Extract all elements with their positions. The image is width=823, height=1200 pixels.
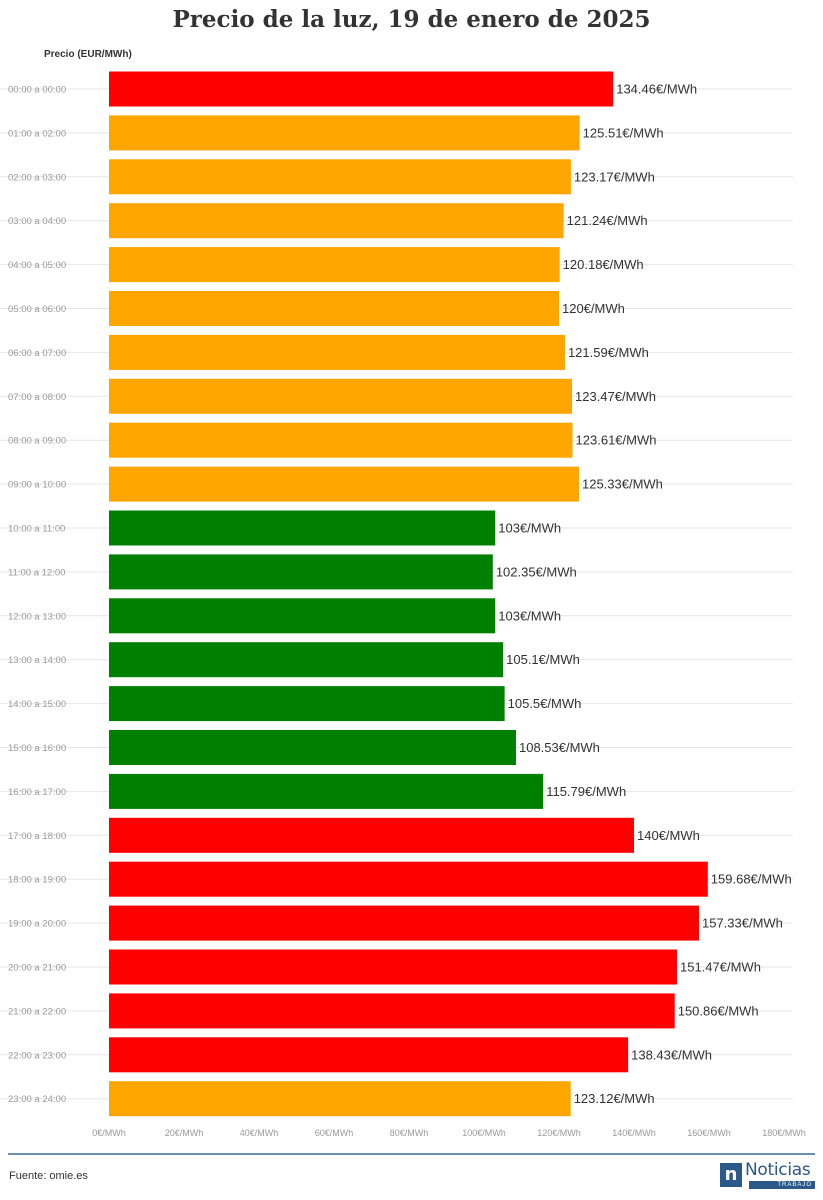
logo-mark-icon: n <box>720 1163 742 1187</box>
data-label: 123.12€/MWh <box>574 1091 655 1106</box>
bar <box>109 1081 571 1117</box>
category-label: 22:00 a 23:00 <box>8 1050 66 1061</box>
category-label: 19:00 a 20:00 <box>8 919 66 930</box>
x-tick-label: 180€/MWh <box>762 1128 806 1138</box>
x-tick-label: 100€/MWh <box>462 1128 506 1138</box>
data-label: 123.17€/MWh <box>574 169 655 184</box>
data-label: 121.24€/MWh <box>567 213 648 228</box>
bar <box>109 1037 629 1073</box>
category-label: 06:00 a 07:00 <box>8 348 66 359</box>
data-label: 102.35€/MWh <box>496 564 577 579</box>
data-label: 103€/MWh <box>498 608 561 623</box>
category-label: 14:00 a 15:00 <box>8 699 66 710</box>
bar <box>109 291 559 326</box>
source-note: Fuente: omie.es <box>9 1170 88 1182</box>
data-label: 140€/MWh <box>637 828 700 843</box>
data-label: 157.33€/MWh <box>702 916 783 931</box>
data-label: 134.46€/MWh <box>616 82 697 97</box>
category-label: 04:00 a 05:00 <box>8 260 66 271</box>
footer-divider <box>8 1153 815 1155</box>
data-label: 105.5€/MWh <box>508 696 582 711</box>
data-label: 121.59€/MWh <box>568 345 649 360</box>
category-label: 08:00 a 09:00 <box>8 436 66 447</box>
x-tick-label: 160€/MWh <box>687 1128 731 1138</box>
category-label: 18:00 a 19:00 <box>8 875 66 886</box>
chart-title: Precio de la luz, 19 de enero de 2025 <box>172 6 651 33</box>
category-label: 01:00 a 02:00 <box>8 128 66 139</box>
data-label: 103€/MWh <box>498 521 561 536</box>
data-label: 150.86€/MWh <box>678 1003 759 1018</box>
category-label: 11:00 a 12:00 <box>8 567 65 578</box>
data-label: 115.79€/MWh <box>546 784 626 799</box>
logo-name: Noticias <box>745 1160 811 1180</box>
x-tick-label: 60€/MWh <box>315 1128 354 1138</box>
bar <box>109 642 504 678</box>
bar <box>109 730 516 765</box>
data-label: 138.43€/MWh <box>631 1047 712 1062</box>
category-label: 10:00 a 11:00 <box>8 524 65 535</box>
category-label: 15:00 a 16:00 <box>8 743 66 754</box>
category-label: 20:00 a 21:00 <box>8 963 66 974</box>
x-tick-label: 40€/MWh <box>240 1128 279 1138</box>
bar <box>109 203 564 239</box>
x-tick-label: 80€/MWh <box>390 1128 429 1138</box>
data-label: 123.61€/MWh <box>576 433 657 448</box>
data-label: 123.47€/MWh <box>575 389 656 404</box>
bar <box>109 115 580 151</box>
bar <box>109 905 699 941</box>
bar-chart: Precio (EUR/MWh) 00:00 a 00:00 134.46€/MWh… <box>0 49 806 1138</box>
bar <box>109 247 560 283</box>
bar <box>109 686 505 722</box>
bar <box>109 159 571 195</box>
category-label: 21:00 a 22:00 <box>8 1006 66 1017</box>
logo-subtitle: TRABAJO <box>749 1181 815 1189</box>
bar <box>109 949 678 985</box>
bar <box>109 334 565 370</box>
x-tick-label: 140€/MWh <box>612 1128 656 1138</box>
category-label: 03:00 a 04:00 <box>8 216 66 227</box>
data-label: 108.53€/MWh <box>519 740 600 755</box>
data-label: 151.47€/MWh <box>680 960 761 975</box>
data-label: 125.51€/MWh <box>583 125 664 140</box>
data-label: 125.33€/MWh <box>582 477 663 492</box>
y-axis-label: Precio (EUR/MWh) <box>44 49 132 60</box>
bar <box>109 993 675 1029</box>
category-label: 05:00 a 06:00 <box>8 304 66 315</box>
bar <box>109 466 579 502</box>
x-tick-label: 20€/MWh <box>165 1128 204 1138</box>
category-label: 02:00 a 03:00 <box>8 172 66 183</box>
category-label: 13:00 a 14:00 <box>8 655 66 666</box>
bar <box>109 378 573 414</box>
x-tick-label: 0€/MWh <box>92 1128 126 1138</box>
category-label: 12:00 a 13:00 <box>8 611 66 622</box>
data-label: 105.1€/MWh <box>506 652 580 667</box>
bar <box>109 598 496 634</box>
bar <box>109 773 544 809</box>
data-label: 120.18€/MWh <box>563 257 644 272</box>
bar <box>109 71 614 107</box>
x-tick-label: 120€/MWh <box>537 1128 581 1138</box>
category-label: 23:00 a 24:00 <box>8 1094 66 1105</box>
bar <box>109 554 493 590</box>
category-label: 07:00 a 08:00 <box>8 392 66 403</box>
bar <box>109 510 496 546</box>
bar <box>109 817 634 853</box>
category-label: 09:00 a 10:00 <box>8 480 66 491</box>
category-label: 00:00 a 00:00 <box>8 85 66 96</box>
category-label: 16:00 a 17:00 <box>8 787 66 798</box>
bar <box>109 861 708 897</box>
bar <box>109 422 573 458</box>
category-label: 17:00 a 18:00 <box>8 831 66 842</box>
noticias-trabajo-logo[interactable]: n Noticias TRABAJO <box>720 1160 816 1191</box>
data-label: 120€/MWh <box>562 301 625 316</box>
data-label: 159.68€/MWh <box>711 872 792 887</box>
